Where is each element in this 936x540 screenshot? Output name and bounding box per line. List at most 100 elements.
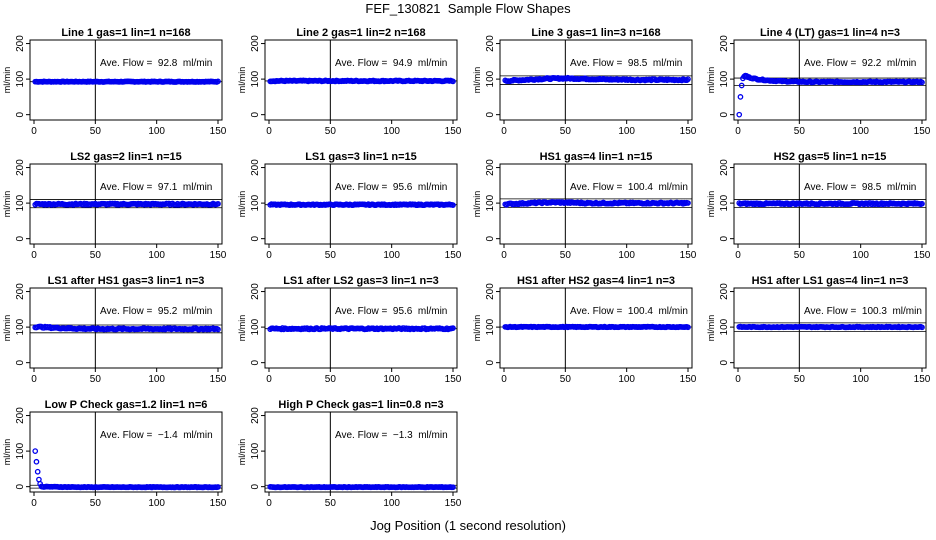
data-points [267,201,456,209]
y-tick-label: 100 [15,70,26,87]
data-points [267,77,456,85]
plot-frame [29,39,223,121]
y-tick-label: 0 [250,111,261,117]
average-flow-annotation: Ave. Flow = 95.2 ml/min [100,306,212,317]
x-tick-label: 150 [445,498,462,509]
panel-12: HS1 after LS1 gas=4 lin=1 n=3 0 100 200 ml/m… [706,275,931,385]
x-tick-label: 150 [210,250,227,261]
x-tick-label: 0 [266,498,272,509]
data-point [32,448,39,454]
y-tick-label: 200 [250,159,261,176]
x-tick-label: 150 [914,126,931,137]
y-tick-label: 0 [485,235,496,241]
plot-frame [29,163,223,245]
x-tick-label: 100 [618,126,635,137]
panel-9: LS1 after HS1 gas=3 lin=1 n=3 0 100 200 ml/m… [2,275,227,385]
x-tick-label: 0 [501,250,507,261]
panel-title: Low P Check gas=1.2 lin=1 n=6 [45,399,208,411]
y-tick-label: 200 [15,35,26,52]
average-flow-annotation: Ave. Flow = 95.6 ml/min [335,182,447,193]
y-axis-label: ml/min [2,315,12,342]
x-tick-label: 100 [148,374,165,385]
panel-title: Line 4 (LT) gas=1 lin=4 n=3 [760,27,900,39]
y-axis-label: ml/min [2,67,12,94]
y-axis-label: ml/min [472,191,482,218]
y-tick-label: 200 [15,159,26,176]
y-tick-label: 100 [250,194,261,211]
x-tick-label: 50 [560,126,572,137]
x-tick-label: 50 [325,250,337,261]
page-title: FEF_130821 Sample Flow Shapes [365,1,571,16]
y-axis-label: ml/min [237,315,247,342]
panel-title: High P Check gas=1 lin=0.8 n=3 [278,399,443,411]
data-point [685,76,691,83]
data-point [215,484,221,490]
panel-title: LS1 after LS2 gas=3 lin=1 n=3 [283,275,439,287]
plot-frame [499,39,693,121]
y-tick-label: 200 [250,35,261,52]
y-axis-label: ml/min [472,67,482,94]
x-tick-label: 150 [914,374,931,385]
x-tick-label: 50 [325,374,337,385]
plot-frame [264,411,458,493]
x-tick-label: 50 [794,374,806,385]
data-point [34,468,41,475]
panel-14: High P Check gas=1 lin=0.8 n=3 0 100 200 ml/… [237,399,462,509]
x-tick-label: 100 [383,498,400,509]
data-points [32,78,221,85]
x-tick-label: 0 [735,250,741,261]
y-tick-label: 0 [250,235,261,241]
plot-frame [733,39,927,121]
y-tick-label: 0 [15,111,26,117]
data-point [450,202,456,208]
average-flow-annotation: Ave. Flow = 98.5 ml/min [570,58,682,69]
y-tick-label: 0 [485,111,496,117]
data-point [685,200,691,206]
x-tick-label: 150 [210,498,227,509]
panel-title: HS1 after HS2 gas=4 lin=1 n=3 [517,275,675,287]
x-tick-label: 0 [266,250,272,261]
panel-3: Line 3 gas=1 lin=3 n=168 0 100 200 ml/min 0 50… [472,27,697,137]
x-tick-label: 150 [445,126,462,137]
panel-7: HS1 gas=4 lin=1 n=15 0 100 200 ml/min 0 50 100 1… [472,151,697,261]
data-points [267,325,456,333]
plot-frame [29,411,223,493]
y-axis-label: ml/min [237,191,247,218]
data-point [215,200,221,207]
panel-title: Line 3 gas=1 lin=3 n=168 [531,27,660,39]
x-tick-label: 0 [31,374,37,385]
x-tick-label: 50 [90,498,102,509]
data-points [502,323,691,331]
plot-frame [264,39,458,121]
average-flow-annotation: Ave. Flow = 95.6 ml/min [335,306,447,317]
x-tick-label: 150 [210,374,227,385]
panel-title: HS1 after LS1 gas=4 lin=1 n=3 [752,275,909,287]
x-tick-label: 50 [560,374,572,385]
y-tick-label: 100 [250,318,261,335]
panel-title: LS2 gas=2 lin=1 n=15 [70,151,182,163]
y-tick-label: 100 [719,70,730,87]
x-tick-label: 100 [148,498,165,509]
y-tick-label: 0 [719,235,730,241]
panel-title: HS2 gas=5 lin=1 n=15 [774,151,887,163]
data-points [736,323,925,331]
x-tick-label: 0 [735,126,741,137]
y-tick-label: 200 [485,283,496,300]
y-tick-label: 200 [250,407,261,424]
y-tick-label: 200 [719,283,730,300]
x-tick-label: 150 [210,126,227,137]
data-point [736,111,743,118]
x-tick-label: 0 [266,374,272,385]
average-flow-annotation: Ave. Flow = 98.5 ml/min [804,182,916,193]
y-tick-label: 0 [250,483,261,489]
y-tick-label: 100 [15,194,26,211]
data-point [450,78,456,85]
x-tick-label: 0 [31,126,37,137]
y-axis-label: ml/min [237,439,247,466]
panel-10: LS1 after LS2 gas=3 lin=1 n=3 0 100 200 ml/m… [237,275,462,385]
data-point [738,82,745,89]
x-tick-label: 100 [383,250,400,261]
panel-title: HS1 gas=4 lin=1 n=15 [540,151,653,163]
x-tick-label: 50 [325,498,337,509]
